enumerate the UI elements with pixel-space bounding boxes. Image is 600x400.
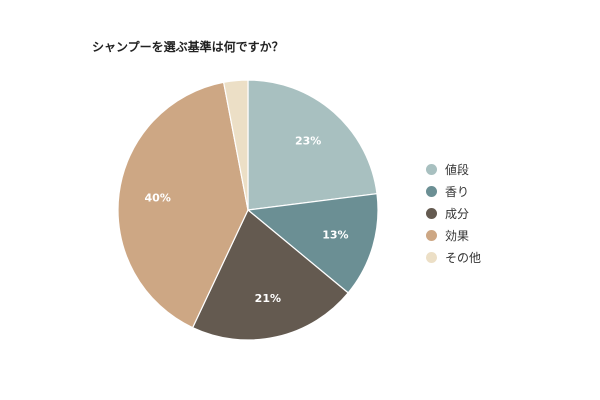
pie-slice-2 xyxy=(246,193,379,294)
pie-slice-3 xyxy=(191,209,350,341)
legend-label-1: 値段 xyxy=(445,162,470,177)
legend: 値段香り成分効果その他 xyxy=(426,158,481,268)
legend-item-4: 効果 xyxy=(426,224,481,246)
legend-item-3: 成分 xyxy=(426,202,481,224)
slice-label-1: 23% xyxy=(295,135,321,148)
legend-swatch-2 xyxy=(426,185,437,197)
legend-label-4: 効果 xyxy=(445,228,470,243)
legend-label-5: その他 xyxy=(445,250,482,265)
legend-swatch-3 xyxy=(426,207,437,219)
slice-label-2: 13% xyxy=(322,228,348,241)
legend-swatch-5 xyxy=(426,251,437,263)
slice-label-4: 40% xyxy=(145,192,171,205)
legend-swatch-4 xyxy=(426,229,437,241)
legend-item-2: 香り xyxy=(426,180,481,202)
legend-swatch-1 xyxy=(426,163,437,175)
pie-slice-4 xyxy=(117,81,249,329)
legend-item-1: 値段 xyxy=(426,158,481,180)
legend-label-3: 成分 xyxy=(445,206,470,221)
pie-slice-1 xyxy=(247,79,378,211)
slice-label-3: 21% xyxy=(255,292,281,305)
legend-item-5: その他 xyxy=(426,246,481,268)
chart-title: シャンプーを選ぶ基準は何ですか？ xyxy=(92,40,284,54)
legend-label-2: 香り xyxy=(445,184,470,199)
pie-slice-5 xyxy=(222,79,249,211)
